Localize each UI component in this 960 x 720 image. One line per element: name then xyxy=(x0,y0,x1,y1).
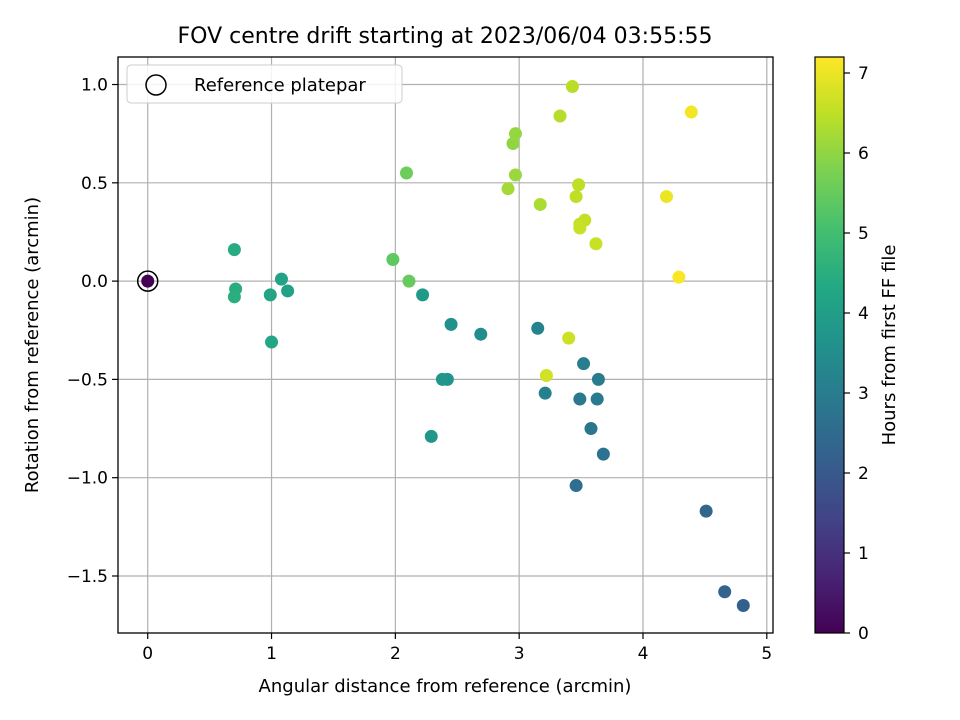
y-tick-label: 0.5 xyxy=(81,174,108,194)
data-point xyxy=(584,422,598,436)
y-axis-title: Rotation from reference (arcmin) xyxy=(22,197,43,493)
x-tick-label: 4 xyxy=(638,644,649,664)
colorbar-tick-label: 4 xyxy=(858,304,869,324)
data-point xyxy=(435,372,449,386)
colorbar-tick-label: 6 xyxy=(858,144,869,164)
data-point xyxy=(416,288,430,302)
data-point xyxy=(444,317,458,331)
colorbar-tick-label: 0 xyxy=(858,624,869,644)
data-point xyxy=(569,479,583,493)
data-point xyxy=(684,105,698,119)
colorbar-tick-label: 5 xyxy=(858,224,869,244)
data-point xyxy=(424,429,438,443)
data-point xyxy=(281,284,295,298)
data-point xyxy=(227,290,241,304)
colorbar-tick-label: 1 xyxy=(858,544,869,564)
x-axis-title: Angular distance from reference (arcmin) xyxy=(259,676,632,697)
data-point xyxy=(660,190,674,204)
colorbar-gradient xyxy=(815,57,844,633)
colorbar-title: Hours from first FF file xyxy=(879,245,900,446)
y-tick-label: 0.0 xyxy=(81,272,108,292)
data-point xyxy=(538,386,552,400)
data-point xyxy=(572,178,586,192)
legend-label: Reference platepar xyxy=(194,75,366,96)
y-tick-label: 1.0 xyxy=(81,76,108,96)
data-point xyxy=(508,127,522,141)
data-point xyxy=(402,274,416,288)
x-tick-label: 5 xyxy=(761,644,772,664)
data-point xyxy=(265,335,279,349)
plot-frame xyxy=(117,56,774,634)
data-point xyxy=(591,372,605,386)
y-axis-ticks: −1.5 −1.0 −0.5 0.0 0.5 1.0 xyxy=(67,76,118,587)
colorbar-tick-label: 7 xyxy=(858,64,869,84)
x-tick-label: 0 xyxy=(142,644,153,664)
data-point xyxy=(274,272,288,286)
data-point xyxy=(672,270,686,284)
data-point xyxy=(562,331,576,345)
y-tick-label: −1.0 xyxy=(67,469,108,489)
data-point xyxy=(577,357,591,371)
data-point xyxy=(718,585,732,599)
data-point xyxy=(553,109,567,123)
colorbar: 0 1 2 3 4 5 6 7 Hours from first FF file xyxy=(814,56,900,644)
colorbar-frame xyxy=(814,56,845,634)
colorbar-ticks: 0 1 2 3 4 5 6 7 xyxy=(844,64,869,644)
data-point xyxy=(736,598,750,612)
data-point xyxy=(699,504,713,518)
data-point xyxy=(569,190,583,204)
x-axis-ticks: 0 1 2 3 4 5 xyxy=(142,633,772,664)
colorbar-tick-label: 3 xyxy=(858,384,869,404)
reference-point xyxy=(141,274,155,288)
data-point xyxy=(399,166,413,180)
data-point xyxy=(573,221,587,235)
data-point xyxy=(596,447,610,461)
data-point xyxy=(263,288,277,302)
x-tick-label: 2 xyxy=(390,644,401,664)
data-point xyxy=(539,368,553,382)
data-point xyxy=(531,321,545,335)
reference-point-ring xyxy=(136,270,159,292)
x-tick-label: 1 xyxy=(266,644,277,664)
colorbar-tick-label: 2 xyxy=(858,464,869,484)
data-point xyxy=(227,243,241,257)
chart-title: FOV centre drift starting at 2023/06/04 … xyxy=(178,24,713,49)
data-points xyxy=(136,79,750,612)
data-point xyxy=(508,168,522,182)
y-tick-label: −0.5 xyxy=(67,370,108,390)
data-point xyxy=(589,237,603,251)
legend-marker-ring xyxy=(145,74,167,96)
data-point xyxy=(501,182,515,196)
data-point xyxy=(573,392,587,406)
legend: Reference platepar xyxy=(126,64,403,104)
x-tick-label: 3 xyxy=(514,644,525,664)
data-point xyxy=(590,392,604,406)
data-point xyxy=(474,327,488,341)
data-point xyxy=(565,79,579,93)
y-tick-label: −1.5 xyxy=(67,567,108,587)
data-point xyxy=(386,252,400,266)
data-point xyxy=(506,136,520,150)
data-point xyxy=(533,197,547,211)
legend-box xyxy=(126,64,403,104)
